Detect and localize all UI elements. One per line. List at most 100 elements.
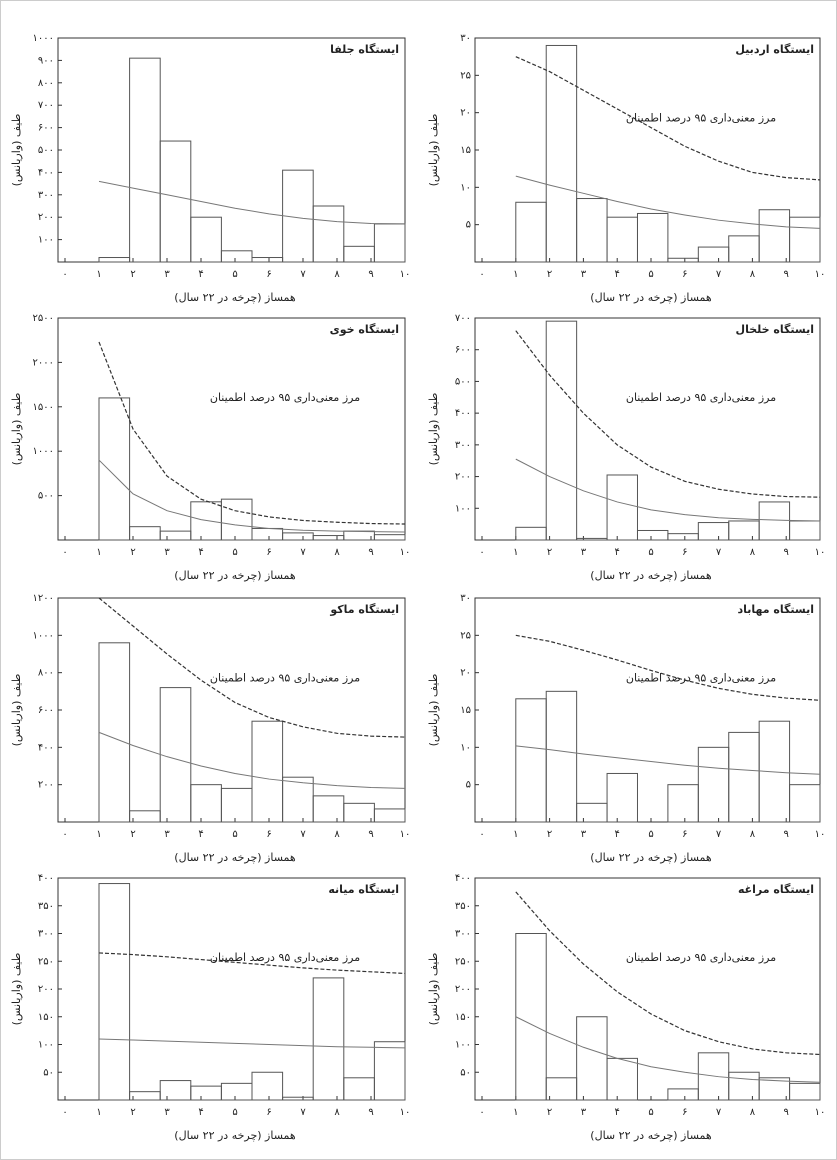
y-tick-label: ۴۰۰ — [455, 873, 471, 884]
x-tick-label: ۶ — [682, 269, 687, 280]
y-tick-label: ۵۰ — [460, 1067, 471, 1078]
y-axis-label: طیف (واریانس) — [427, 113, 440, 186]
y-tick-label: ۷۰۰ — [38, 100, 54, 111]
x-tick-label: ۷ — [300, 547, 306, 558]
x-tick-label: ۸ — [334, 547, 340, 558]
confidence-curve — [515, 634, 821, 701]
x-tick-label: ۹ — [784, 269, 789, 280]
x-tick-label: ۳ — [581, 829, 587, 840]
y-tick-label: ۵ — [466, 780, 471, 791]
y-tick-label: ۳۵۰ — [38, 901, 54, 912]
x-tick-label: ۴ — [198, 1107, 203, 1118]
x-tick-label: ۳ — [581, 1107, 587, 1118]
x-tick-label: ۹ — [784, 1107, 789, 1118]
y-tick-label: ۲۵۰ — [38, 956, 54, 967]
x-tick-label: ۴ — [615, 547, 620, 558]
x-axis-label: همساز (چرخه در ۲۲ سال) — [174, 1129, 296, 1142]
x-tick-label: ۸ — [750, 829, 756, 840]
annotation: مرز معنی‌داری ۹۵ درصد اطمینان — [210, 951, 360, 964]
y-tick-label: ۳۵۰ — [455, 901, 471, 912]
x-tick-label: ۲ — [130, 269, 135, 280]
x-tick-label: ۶ — [682, 829, 687, 840]
y-tick-label: ۴۰۰ — [455, 408, 471, 419]
spectrum-bar — [373, 808, 406, 823]
spectrum-bar — [312, 205, 345, 263]
x-tick-label: ۰ — [479, 1107, 484, 1118]
red-noise-curve — [515, 1016, 821, 1083]
y-tick-label: ۳۰۰ — [455, 440, 471, 451]
x-tick-label: ۴ — [198, 547, 203, 558]
y-tick-label: ۲۰۰ — [455, 984, 471, 995]
y-tick-label: ۵۰۰ — [455, 376, 471, 387]
red-noise-curve — [98, 180, 406, 225]
x-tick-label: ۱ — [96, 547, 101, 558]
x-tick-label: ۰ — [479, 269, 484, 280]
x-tick-label: ۳ — [164, 1107, 170, 1118]
x-tick-label: ۲ — [130, 1107, 135, 1118]
y-tick-label: ۶۰۰ — [455, 345, 471, 356]
y-tick-label: ۲۰۰ — [38, 984, 54, 995]
x-tick-label: ۸ — [334, 829, 340, 840]
chart-title: ایستگاه مراغه — [738, 883, 814, 896]
spectrum-bar — [98, 883, 131, 1101]
red-noise-curve — [515, 458, 821, 522]
y-axis-label: طیف (واریانس) — [10, 113, 23, 186]
x-axis-label: همساز (چرخه در ۲۲ سال) — [590, 569, 712, 582]
x-tick-label: ۲ — [547, 829, 552, 840]
x-tick-label: ۵ — [648, 269, 653, 280]
red-noise-curve — [515, 745, 821, 775]
spectrum-bar — [758, 720, 791, 823]
spectrum-bar — [190, 216, 222, 263]
confidence-curve — [98, 597, 406, 738]
x-tick-label: ۰ — [62, 547, 67, 558]
x-tick-label: ۱۰ — [815, 1107, 826, 1118]
chart-title: ایستگاه جلفا — [330, 43, 399, 56]
x-tick-label: ۲ — [547, 1107, 552, 1118]
spectrum-bar — [789, 1082, 821, 1101]
x-axis-label: همساز (چرخه در ۲۲ سال) — [590, 291, 712, 304]
x-tick-label: ۶ — [266, 1107, 271, 1118]
y-axis-label: طیف (واریانس) — [10, 673, 23, 746]
spectrum-bar — [636, 212, 669, 263]
x-tick-label: ۲ — [547, 269, 552, 280]
y-tick-label: ۲۵۰۰ — [33, 313, 54, 324]
x-tick-label: ۹ — [784, 547, 789, 558]
x-tick-label: ۱ — [513, 1107, 518, 1118]
y-tick-label: ۱۰۰۰ — [33, 630, 54, 641]
y-tick-label: ۲۵۰ — [455, 956, 471, 967]
x-tick-label: ۵ — [648, 1107, 653, 1118]
x-tick-label: ۱ — [513, 547, 518, 558]
y-axis-label: طیف (واریانس) — [427, 952, 440, 1025]
x-tick-label: ۴ — [615, 1107, 620, 1118]
confidence-curve — [98, 952, 406, 975]
x-axis-label: همساز (چرخه در ۲۲ سال) — [174, 851, 296, 864]
x-tick-label: ۱۰ — [400, 547, 411, 558]
x-tick-label: ۷ — [300, 1107, 306, 1118]
x-tick-label: ۷ — [716, 547, 722, 558]
x-tick-label: ۰ — [62, 1107, 67, 1118]
x-tick-label: ۷ — [716, 1107, 722, 1118]
y-axis-label: طیف (واریانس) — [10, 392, 23, 465]
x-tick-label: ۶ — [682, 547, 687, 558]
y-tick-label: ۹۰۰ — [38, 55, 54, 66]
y-tick-label: ۱۵۰ — [455, 1012, 471, 1023]
y-tick-label: ۱۰۰ — [455, 1040, 471, 1051]
x-tick-label: ۳ — [164, 829, 170, 840]
x-tick-label: ۵ — [232, 547, 237, 558]
y-tick-label: ۲۰ — [460, 108, 471, 119]
x-tick-label: ۶ — [266, 547, 271, 558]
chart-title: ایستگاه میانه — [328, 883, 399, 896]
spectrum-bar — [220, 498, 253, 541]
x-tick-label: ۶ — [682, 1107, 687, 1118]
y-tick-label: ۱۰۰ — [38, 235, 54, 246]
y-tick-label: ۱۵ — [460, 145, 471, 156]
chart-title: ایستگاه خلخال — [736, 323, 814, 336]
x-tick-label: ۰ — [62, 269, 67, 280]
x-tick-label: ۰ — [479, 547, 484, 558]
x-tick-label: ۹ — [368, 829, 373, 840]
y-tick-label: ۲۰۰ — [455, 472, 471, 483]
y-tick-label: ۳۰۰ — [455, 929, 471, 940]
x-tick-label: ۰ — [479, 829, 484, 840]
y-tick-label: ۱۰۰ — [455, 503, 471, 514]
